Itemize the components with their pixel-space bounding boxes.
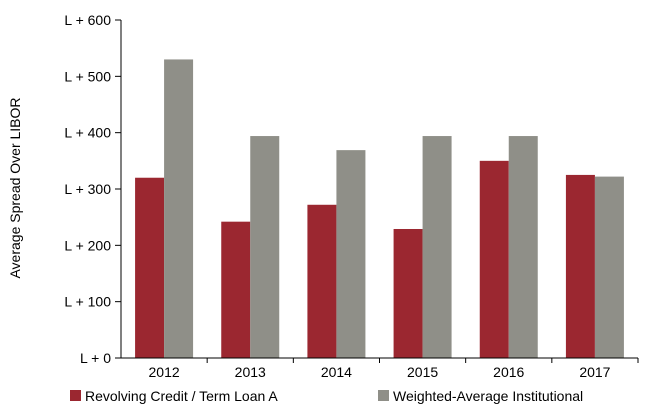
legend: Revolving Credit / Term Loan A Weighted-A… xyxy=(70,388,583,404)
legend-label: Revolving Credit / Term Loan A xyxy=(85,388,278,404)
y-tick-label: L + 500 xyxy=(64,68,111,84)
bar-revolving-credit-2012 xyxy=(135,177,165,358)
y-tick-label: L + 300 xyxy=(64,181,111,197)
bar-revolving-credit-2015 xyxy=(393,228,423,358)
bar-revolving-credit-2014 xyxy=(307,204,337,358)
bar-institutional-2017 xyxy=(594,176,624,358)
y-axis-title: Average Spread Over LIBOR xyxy=(7,97,23,278)
legend-swatch xyxy=(70,390,81,401)
bars-group xyxy=(135,59,624,358)
bar-revolving-credit-2013 xyxy=(221,221,251,358)
x-tick-label: 2015 xyxy=(407,364,438,380)
bar-institutional-2012 xyxy=(164,59,194,358)
bar-revolving-credit-2016 xyxy=(479,160,509,358)
y-tick-label: L + 400 xyxy=(64,125,111,141)
legend-swatch xyxy=(378,390,389,401)
y-tick-label: L + 100 xyxy=(64,294,111,310)
bar-institutional-2013 xyxy=(250,136,280,358)
x-axis-ticks: 2012 2013 2014 2015 2016 2017 xyxy=(149,358,639,380)
x-tick-label: 2012 xyxy=(149,364,180,380)
bar-institutional-2015 xyxy=(422,136,452,358)
y-tick-label: L + 200 xyxy=(64,237,111,253)
bar-revolving-credit-2017 xyxy=(565,174,595,358)
bar-institutional-2016 xyxy=(508,136,538,358)
x-tick-label: 2014 xyxy=(321,364,352,380)
y-axis-ticks: L + 0 L + 100 L + 200 L + 300 L + 400 L + 500… xyxy=(64,12,121,366)
y-tick-label: L + 600 xyxy=(64,12,111,28)
legend-label: Weighted-Average Institutional xyxy=(393,388,583,404)
x-tick-label: 2016 xyxy=(493,364,524,380)
bar-institutional-2014 xyxy=(336,150,366,358)
y-tick-label: L + 0 xyxy=(80,350,111,366)
x-tick-label: 2017 xyxy=(579,364,610,380)
x-tick-label: 2013 xyxy=(235,364,266,380)
